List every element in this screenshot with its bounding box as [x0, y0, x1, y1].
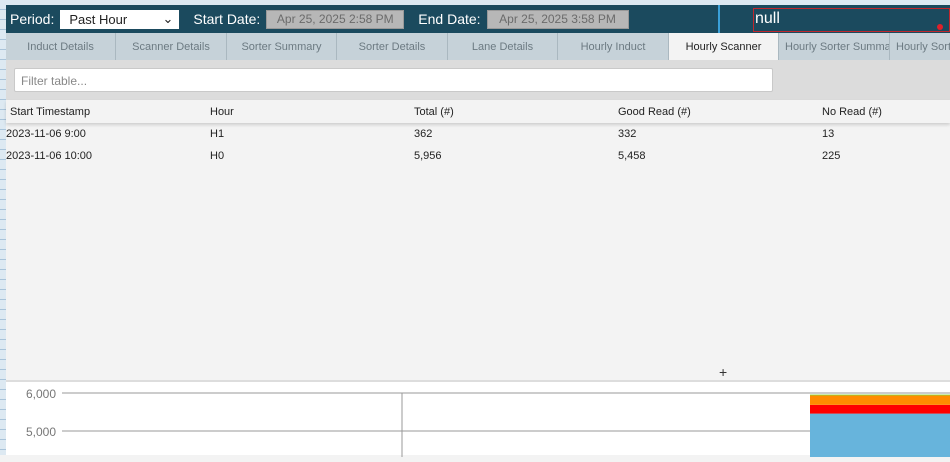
column-header[interactable]: Total (#) [414, 105, 454, 118]
null-label: null [753, 8, 950, 32]
cell: 5,458 [618, 150, 646, 162]
bar-segment-0[interactable] [810, 413, 950, 457]
table-header: Start Timestamp Hour Total (#) Good Read… [6, 100, 950, 123]
table-row[interactable]: 2023-11-06 9:00 H1 362 332 13 [6, 123, 950, 145]
chevron-down-icon: ⌄ [162, 11, 174, 26]
chart-svg: 6,000 5,000 [26, 387, 950, 457]
y-tick-label: 6,000 [26, 387, 56, 401]
cell: H0 [210, 150, 225, 162]
tab-bar: Induct Details Scanner Details Sorter Su… [6, 33, 950, 60]
filter-area: Filter table... [6, 60, 950, 100]
cell: 332 [618, 128, 637, 140]
column-header[interactable]: No Read (#) [822, 105, 882, 118]
column-header[interactable]: Hour [210, 105, 234, 118]
filter-table-input[interactable]: Filter table... [14, 68, 773, 92]
tab-sorter-summary[interactable]: Sorter Summary [227, 33, 337, 60]
cell: 5,956 [414, 150, 442, 162]
end-date-label: End Date: [418, 11, 481, 27]
tab-lane-details[interactable]: Lane Details [448, 33, 558, 60]
red-dot-icon [937, 24, 943, 30]
crosshair-cursor-icon: + [719, 364, 728, 380]
start-date-field[interactable]: Apr 25, 2025 2:58 PM [266, 9, 405, 29]
tab-sorter-details[interactable]: Sorter Details [337, 33, 448, 60]
cell: H1 [210, 128, 225, 140]
tab-hourly-scanner[interactable]: Hourly Scanner [669, 33, 779, 60]
cell: 2023-11-06 9:00 [6, 128, 86, 140]
end-date-field[interactable]: Apr 25, 2025 3:58 PM [486, 9, 629, 29]
header-bar: Period: Past Hour ⌄ Start Date: Apr 25, 2… [6, 5, 950, 33]
cell: 225 [822, 150, 841, 162]
resize-handle[interactable] [718, 5, 720, 33]
column-header[interactable]: Start Timestamp [10, 105, 91, 118]
bar-segment-3[interactable] [810, 394, 950, 396]
tab-hourly-sorter-summary[interactable]: Hourly Sorter Summary [779, 33, 890, 60]
cell: 362 [414, 128, 433, 140]
tab-hourly-induct[interactable]: Hourly Induct [558, 33, 669, 60]
tab-induct-details[interactable]: Induct Details [6, 33, 116, 60]
start-date-label: Start Date: [193, 11, 261, 27]
y-tick-label: 5,000 [26, 425, 56, 439]
period-select[interactable]: Past Hour ⌄ [60, 9, 180, 29]
period-label: Period: [10, 11, 55, 27]
column-header[interactable]: Good Read (#) [618, 105, 691, 118]
cell: 13 [822, 128, 835, 140]
ruler-left [0, 0, 6, 455]
period-value: Past Hour [69, 11, 128, 27]
bar-segment-2[interactable] [810, 395, 950, 405]
chart: 6,000 5,000 [6, 380, 950, 457]
null-text: null [755, 10, 780, 27]
bar-segment-1[interactable] [810, 404, 950, 414]
table-row[interactable]: 2023-11-06 10:00 H0 5,956 5,458 225 [6, 145, 950, 167]
cell: 2023-11-06 10:00 [6, 150, 93, 162]
tab-hourly-sorter-details[interactable]: Hourly Sorter Details [896, 40, 950, 53]
tab-scanner-details[interactable]: Scanner Details [116, 33, 227, 60]
